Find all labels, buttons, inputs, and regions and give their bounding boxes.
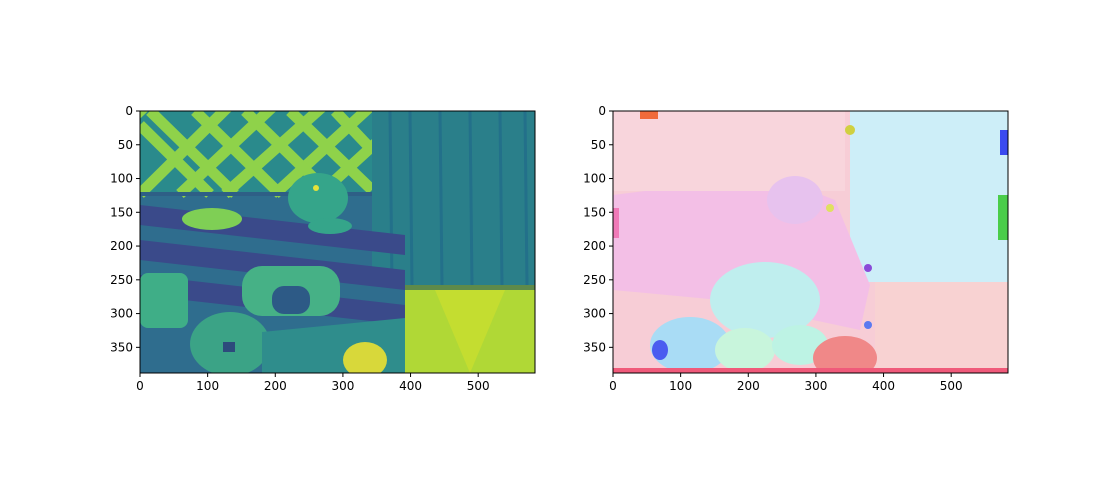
left-x-tick-label-500: 500: [467, 379, 490, 393]
right-y-tick-label-150: 150: [583, 205, 606, 219]
right-x-tick-label-100: 100: [669, 379, 692, 393]
right-y-tick-label-200: 200: [583, 239, 606, 253]
right-image-panel: 0 100 200 300 400 500 0 50 100 150 200 250 300 350: [583, 104, 1009, 393]
right-y-tick-label-50: 50: [591, 138, 606, 152]
left-y-tick-label-100: 100: [110, 172, 133, 186]
right-x-tick-label-400: 400: [872, 379, 895, 393]
left-x-tick-label-100: 100: [196, 379, 219, 393]
left-x-tick-label-200: 200: [264, 379, 287, 393]
left-y-tick-label-350: 350: [110, 340, 133, 354]
left-x-tick-label-0: 0: [136, 379, 144, 393]
left-y-tick-label-200: 200: [110, 239, 133, 253]
left-y-tick-label-50: 50: [118, 138, 133, 152]
right-x-tick-label-300: 300: [804, 379, 827, 393]
right-x-tick-label-200: 200: [737, 379, 760, 393]
right-axes-frame: [612, 110, 1009, 374]
left-image-content: [140, 111, 535, 373]
left-axes-frame: [139, 110, 536, 374]
left-x-tick-label-300: 300: [331, 379, 354, 393]
right-image-content: [613, 111, 1008, 373]
left-y-tick-label-0: 0: [125, 104, 133, 118]
left-y-tick-label-250: 250: [110, 273, 133, 287]
left-y-tick-label-300: 300: [110, 307, 133, 321]
right-y-tick-label-250: 250: [583, 273, 606, 287]
right-x-tick-label-0: 0: [609, 379, 617, 393]
right-y-tick-label-300: 300: [583, 307, 606, 321]
right-y-tick-label-100: 100: [583, 172, 606, 186]
left-y-tick-label-150: 150: [110, 205, 133, 219]
right-x-tick-label-500: 500: [940, 379, 963, 393]
right-y-tick-label-0: 0: [598, 104, 606, 118]
left-ticks: 0 100 200 300 400 500 0 50 100 150 200 250 300 350: [110, 104, 490, 393]
left-x-tick-label-400: 400: [399, 379, 422, 393]
right-y-tick-label-350: 350: [583, 340, 606, 354]
right-ticks: 0 100 200 300 400 500 0 50 100 150 200 250 300 350: [583, 104, 963, 393]
left-image-panel: 0 100 200 300 400 500 0 50 100 150 200 250 300 350: [110, 104, 536, 393]
